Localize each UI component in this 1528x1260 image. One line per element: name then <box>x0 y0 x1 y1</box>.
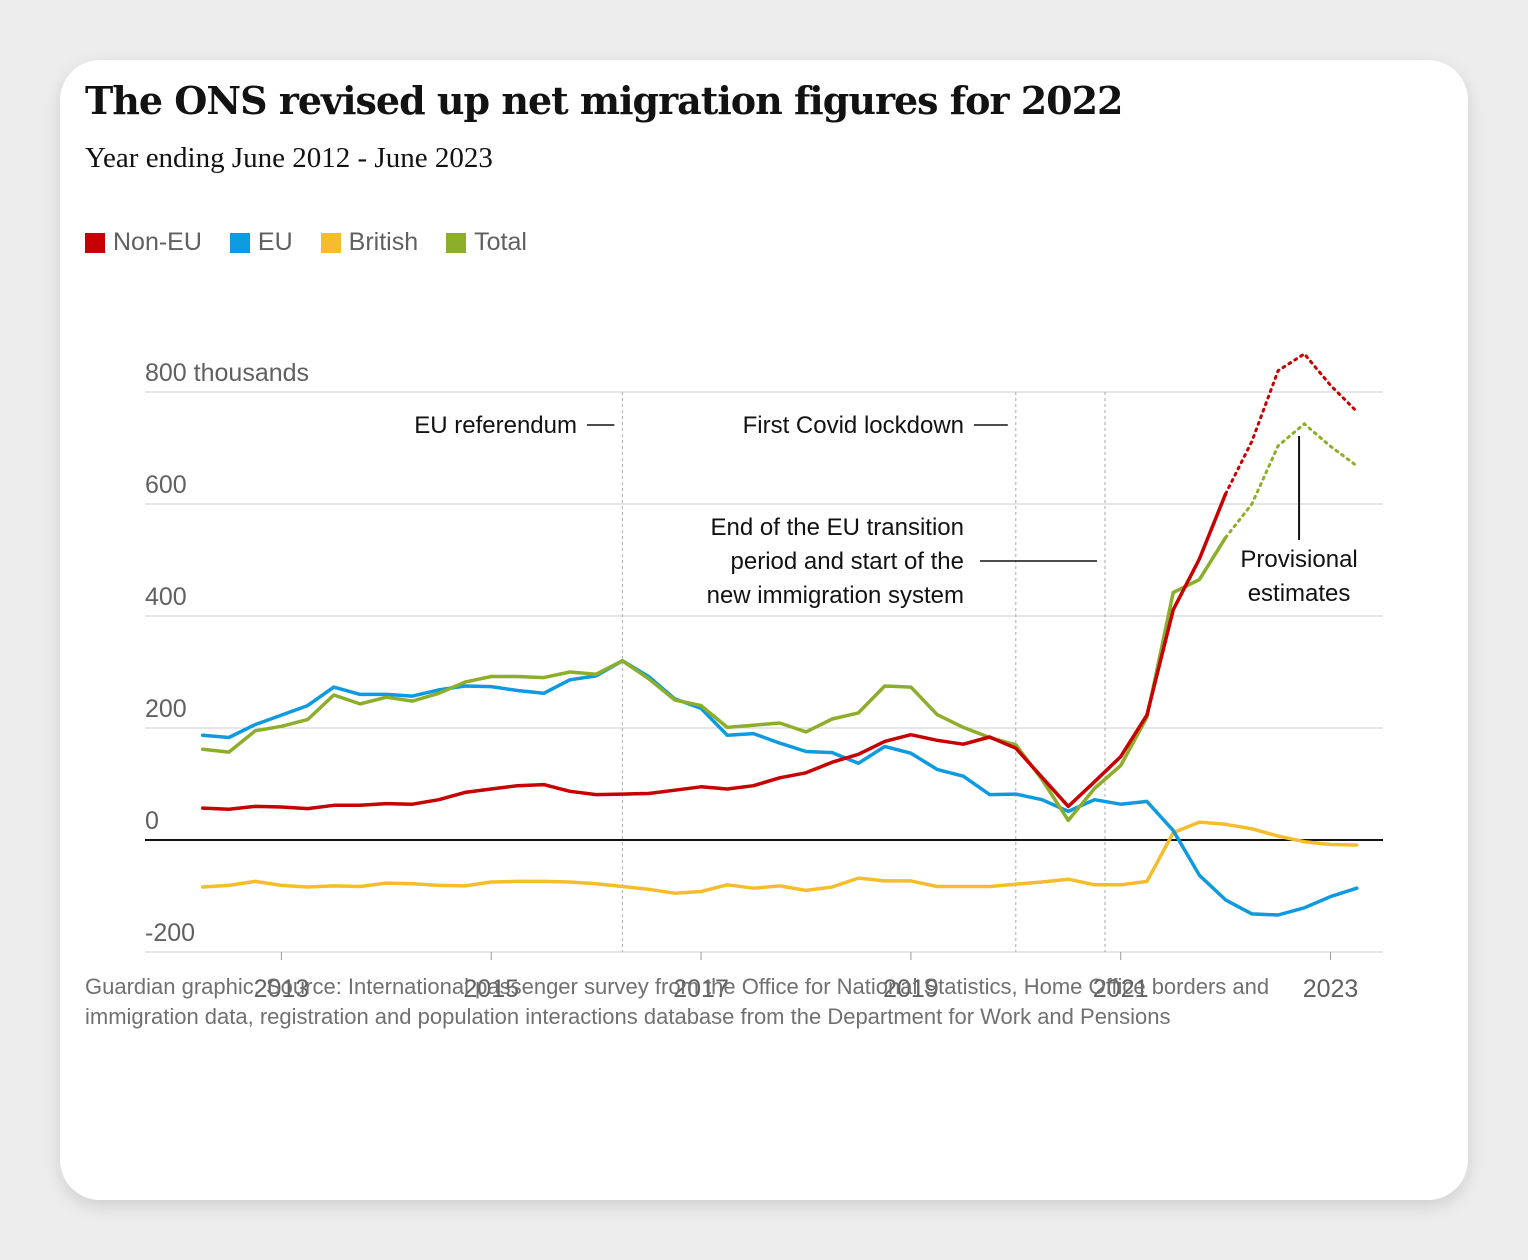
legend: Non-EU EU British Total <box>85 228 527 257</box>
annotation-label-eu-transition-line-2: period and start of the <box>731 548 964 575</box>
series-line-total <box>200 535 1228 823</box>
legend-item-eu: EU <box>229 228 293 257</box>
legend-item-british: British <box>320 228 419 257</box>
source-note: Guardian graphic. Source: International … <box>85 974 1270 1029</box>
series-line-non-eu <box>200 492 1228 811</box>
chart-title: The ONS revised up net migration figures… <box>85 78 1123 123</box>
annotation-label-eu-transition-line-3: new immigration system <box>707 582 964 609</box>
y-tick-label-600: 600 <box>145 471 187 499</box>
y-tick-label-200: -200 <box>145 919 195 947</box>
series-line-british <box>200 820 1359 895</box>
y-tick-label-400: 400 <box>145 583 187 611</box>
legend-item-total: Total <box>446 228 527 257</box>
series-line-provisional-non-eu <box>1224 351 1359 496</box>
y-tick-label-0: 0 <box>145 807 159 835</box>
annotation-label-eu-transition-line-1: End of the EU transition <box>711 514 964 541</box>
annotation-label-covid-lockdown: First Covid lockdown <box>743 412 964 439</box>
x-tick-label-2013: 2013 <box>254 975 310 1003</box>
legend-swatch-eu <box>229 232 250 253</box>
x-tick-label-2021: 2021 <box>1093 975 1149 1003</box>
x-tick-label-2019: 2019 <box>883 975 939 1003</box>
legend-label-non-eu: Non-EU <box>113 228 202 256</box>
legend-swatch-non-eu <box>85 232 105 253</box>
x-tick-label-2023: 2023 <box>1303 975 1359 1003</box>
provisional-label-line-2: estimates <box>1248 580 1351 607</box>
legend-label-british: British <box>348 228 419 256</box>
series-line-eu <box>200 659 1359 917</box>
chart-card <box>60 60 1468 1200</box>
x-tick-label-2017: 2017 <box>673 975 729 1003</box>
legend-swatch-british <box>320 232 341 253</box>
series-line-provisional-total <box>1224 421 1359 540</box>
annotation-label-eu-referendum: EU referendum <box>414 412 577 439</box>
y-tick-label-800: 800 thousands <box>145 359 309 387</box>
legend-label-eu: EU <box>257 228 293 256</box>
legend-label-total: Total <box>474 228 527 256</box>
provisional-label-line-1: Provisional <box>1240 546 1357 573</box>
legend-item-non-eu: Non-EU <box>85 228 202 257</box>
x-tick-label-2015: 2015 <box>463 975 519 1003</box>
y-tick-label-200: 200 <box>145 695 187 723</box>
legend-swatch-total <box>446 232 467 253</box>
chart-subtitle: Year ending June 2012 - June 2023 <box>85 142 493 174</box>
